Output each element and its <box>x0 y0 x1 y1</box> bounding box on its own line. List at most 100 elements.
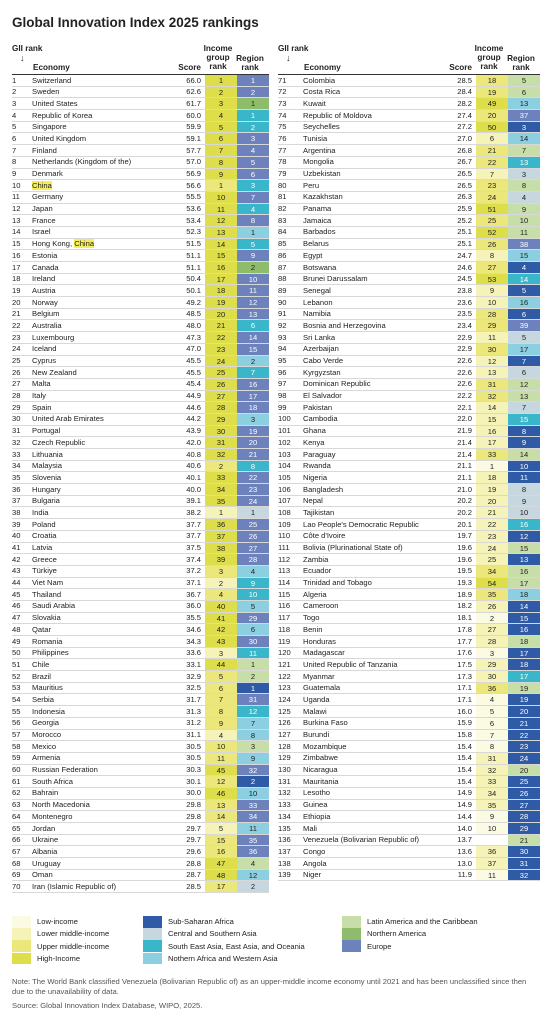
income-group-rank: 18 <box>205 285 237 297</box>
income-group-rank: 35 <box>476 589 508 600</box>
score-value: 56.6 <box>186 180 201 190</box>
economy-name: Barbados <box>303 227 336 237</box>
gii-rank: 52 <box>12 671 21 681</box>
score-value: 19.5 <box>457 566 472 576</box>
region-rank: 19 <box>237 425 269 437</box>
table-row: 21 Belgium 48.5 20 13 <box>12 308 269 321</box>
income-group-rank: 37 <box>476 858 508 869</box>
income-group-rank: 32 <box>476 390 508 402</box>
region-rank: 14 <box>508 133 540 145</box>
economy-name: Ecuador <box>303 566 332 576</box>
gii-rank: 11 <box>12 192 20 202</box>
income-group-rank: 4 <box>476 694 508 706</box>
table-row: 52 Brazil 32.9 5 2 <box>12 671 269 683</box>
region-rank: 4 <box>508 262 540 273</box>
score-value: 15.4 <box>457 741 472 751</box>
score-value: 22.6 <box>457 379 472 389</box>
arrow-down-icon: ↓ <box>20 53 25 63</box>
region-rank: 1 <box>237 98 269 110</box>
income-group-rank: 44 <box>205 659 237 671</box>
score-value: 22.1 <box>457 402 472 412</box>
table-row: 125 Malawi 16.0 5 20 <box>278 706 540 718</box>
score-value: 50.4 <box>186 274 201 284</box>
income-group-rank: 23 <box>205 343 237 355</box>
economy-name: Egypt <box>303 250 323 260</box>
region-rank: 3 <box>508 168 540 180</box>
table-row: 18 Ireland 50.4 17 10 <box>12 273 269 286</box>
table-header: GII rank ↓ Economy Score Income group ra… <box>278 44 540 74</box>
region-rank: 2 <box>237 262 269 273</box>
income-group-rank: 29 <box>205 413 237 425</box>
region-rank: 36 <box>237 846 269 858</box>
score-value: 59.9 <box>186 122 201 132</box>
economy-name: Namibia <box>303 309 331 319</box>
income-group-rank: 20 <box>205 308 237 320</box>
table-row: 106 Bangladesh 21.0 19 8 <box>278 484 540 496</box>
gii-rank: 15 <box>12 239 21 249</box>
score-value: 30.3 <box>186 765 201 775</box>
gii-rank: 71 <box>278 75 287 85</box>
economy-name: Azerbaijan <box>303 344 339 354</box>
table-row: 55 Indonesia 31.3 8 12 <box>12 706 269 718</box>
score-value: 19.3 <box>457 578 472 588</box>
legend-label: Northern America <box>367 929 427 939</box>
legend-item: Northern America <box>342 928 426 940</box>
gii-rank: 75 <box>278 122 287 132</box>
score-value: 28.5 <box>186 881 201 891</box>
score-value: 45.5 <box>186 356 201 365</box>
income-group-rank: 33 <box>476 449 508 460</box>
score-value: 48.0 <box>186 320 201 330</box>
score-value: 14.9 <box>457 788 472 798</box>
table-row: 19 Austria 50.1 18 11 <box>12 285 269 298</box>
income-group-rank: 19 <box>476 484 508 495</box>
economy-name: Côte d'Ivoire <box>303 531 346 541</box>
table-row: 5 Singapore 59.9 5 2 <box>12 121 269 134</box>
region-rank: 15 <box>237 343 269 355</box>
economy-name: Spain <box>32 402 52 412</box>
gii-rank: 10 <box>12 180 21 190</box>
table-row: 105 Nigeria 21.1 18 11 <box>278 472 540 485</box>
economy-name: Kazakhstan <box>303 192 343 202</box>
rankings-table-left: 1 Switzerland 66.0 1 1 2 Sweden 62.6 2 2 3 United S… <box>12 74 269 894</box>
income-group-rank: 12 <box>476 355 508 367</box>
economy-name: Peru <box>303 180 320 190</box>
gii-rank: 34 <box>12 461 21 471</box>
score-value: 22.6 <box>457 367 472 377</box>
score-value: 27.4 <box>457 110 472 120</box>
table-row: 15 Hong Kong, China 51.5 14 5 <box>12 238 269 251</box>
economy-name: Uruguay <box>32 858 61 868</box>
score-value: 15.4 <box>457 753 472 763</box>
income-group-rank: 2 <box>205 577 237 589</box>
region-rank: 12 <box>508 530 540 542</box>
region-rank: 16 <box>508 565 540 577</box>
table-row: 37 Bulgaria 39.1 35 24 <box>12 495 269 508</box>
economy-name: Russian Federation <box>32 765 98 775</box>
economy-name: United Kingdom <box>32 133 87 143</box>
score-value: 14.9 <box>457 800 472 810</box>
income-group-rank: 41 <box>205 612 237 624</box>
gii-rank: 17 <box>12 262 21 272</box>
economy-header: Economy <box>33 63 70 72</box>
region-rank: 9 <box>237 577 269 589</box>
region-rank: 25 <box>508 776 540 787</box>
economy-name: Colombia <box>303 75 336 85</box>
legend-swatch <box>12 940 31 952</box>
economy-name: Myanmar <box>303 671 335 681</box>
gii-rank: 13 <box>12 215 21 225</box>
region-rank: 18 <box>237 402 269 413</box>
gii-rank: 108 <box>278 507 291 517</box>
score-value: 34.3 <box>186 636 201 646</box>
score-value: 37.4 <box>186 554 201 564</box>
table-row: 90 Lebanon 23.6 10 16 <box>278 297 540 309</box>
region-rank: 26 <box>508 787 540 799</box>
table-row: 136 Venezuela (Bolivarian Republic of) 13.… <box>278 834 540 847</box>
score-value: 25.1 <box>457 227 472 237</box>
income-group-rank: 13 <box>476 367 508 378</box>
gii-rank: 53 <box>12 683 21 693</box>
score-value: 45.4 <box>186 379 201 389</box>
gii-rank: 129 <box>278 753 291 763</box>
region-rank: 28 <box>508 811 540 822</box>
economy-name: Angola <box>303 858 327 868</box>
economy-name: Croatia <box>32 531 57 541</box>
economy-name: Chile <box>32 659 50 669</box>
